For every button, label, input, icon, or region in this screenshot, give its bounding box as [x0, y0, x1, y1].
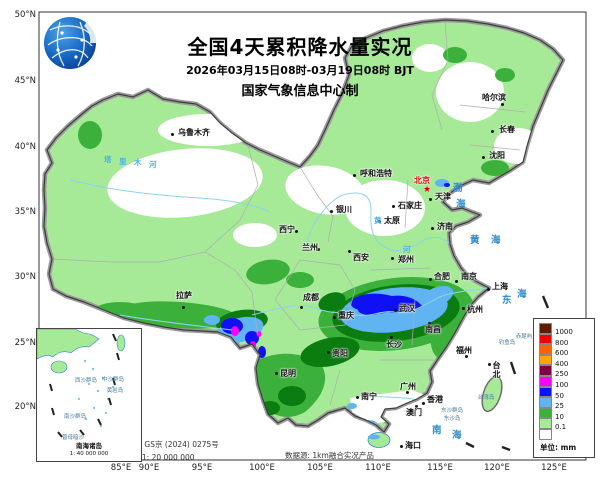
- legend-value: 400: [555, 359, 569, 368]
- map-scale-note: 比例尺 1: 20 000 000: [117, 453, 195, 462]
- legend-swatch: [539, 323, 552, 334]
- inset-island-label: 西沙群岛: [74, 378, 98, 384]
- legend-swatch: [539, 418, 552, 429]
- legend-value: 100: [555, 381, 569, 389]
- inset-island-label: 南沙群岛: [63, 414, 87, 420]
- inset-island-label: 曾母暗沙: [61, 435, 85, 441]
- legend-value: 50: [555, 391, 564, 400]
- hainan-island: [367, 432, 391, 448]
- sea-boundary-dashes: [465, 295, 550, 452]
- legend-value: 1000: [555, 328, 573, 336]
- legend-swatch: [539, 407, 552, 419]
- legend-value: 800: [555, 338, 569, 347]
- legend-swatch: [539, 354, 552, 366]
- legend-swatch: [539, 376, 552, 387]
- page-title: 全国4天累积降水量实况: [187, 35, 413, 59]
- legend-value: 600: [555, 349, 569, 358]
- inset-scale: 1: 40 000 000: [69, 451, 109, 457]
- data-source-note: 数据源: 1km融合实况产品: [285, 451, 374, 460]
- time-range: 2026年03月15日08时-03月19日08时 BJT: [186, 64, 414, 77]
- legend-value: 0.1: [555, 423, 567, 432]
- legend-value: 10: [555, 412, 564, 421]
- legend-swatch: [539, 429, 552, 440]
- map-header: 全国4天累积降水量实况 2026年03月15日08时-03月19日08时 BJT…: [150, 35, 450, 100]
- legend-swatch: [539, 386, 552, 398]
- credit-line: 国家气象信息中心制: [241, 84, 359, 99]
- south-china-sea-inset: 西沙群岛 中沙群岛黄岩岛南沙群岛曾母暗沙 南海诸岛 1: 40 000 000: [36, 328, 142, 462]
- inset-title: 南海诸岛: [76, 442, 102, 450]
- legend-unit-label: 单位: mm: [540, 443, 577, 452]
- legend-value: 25: [555, 402, 564, 411]
- taiwan-island: [481, 375, 503, 413]
- legend-swatch: [539, 365, 552, 376]
- map-frame: [38, 11, 587, 461]
- approval-number: 审图号: GS京 (2024) 0275号: [117, 440, 219, 449]
- inset-island-label: 中沙群岛: [101, 377, 125, 383]
- legend-value: 250: [555, 370, 569, 379]
- legend-swatch: [539, 397, 552, 408]
- inset-island-label: 黄岩岛: [106, 388, 124, 394]
- precip-legend: 1000 800 600 400 250 100 50 25 10 0.1 单位: mm: [533, 318, 595, 458]
- legend-swatch: [539, 344, 552, 355]
- china-boundary-line: [43, 19, 564, 433]
- agency-logo: [44, 17, 97, 69]
- legend-swatch: [539, 333, 552, 345]
- inset-map: [37, 329, 126, 438]
- precipitation-layers: [51, 21, 542, 428]
